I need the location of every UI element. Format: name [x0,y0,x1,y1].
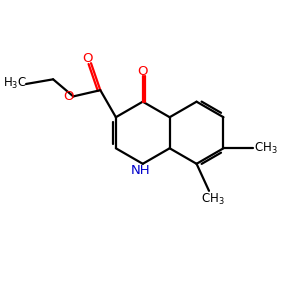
Text: O: O [82,52,93,65]
Text: O: O [137,65,148,78]
Text: H$_3$C: H$_3$C [3,76,27,91]
Text: NH: NH [131,164,150,177]
Text: O: O [64,90,74,103]
Text: CH$_3$: CH$_3$ [202,192,225,207]
Text: CH$_3$: CH$_3$ [254,141,278,156]
